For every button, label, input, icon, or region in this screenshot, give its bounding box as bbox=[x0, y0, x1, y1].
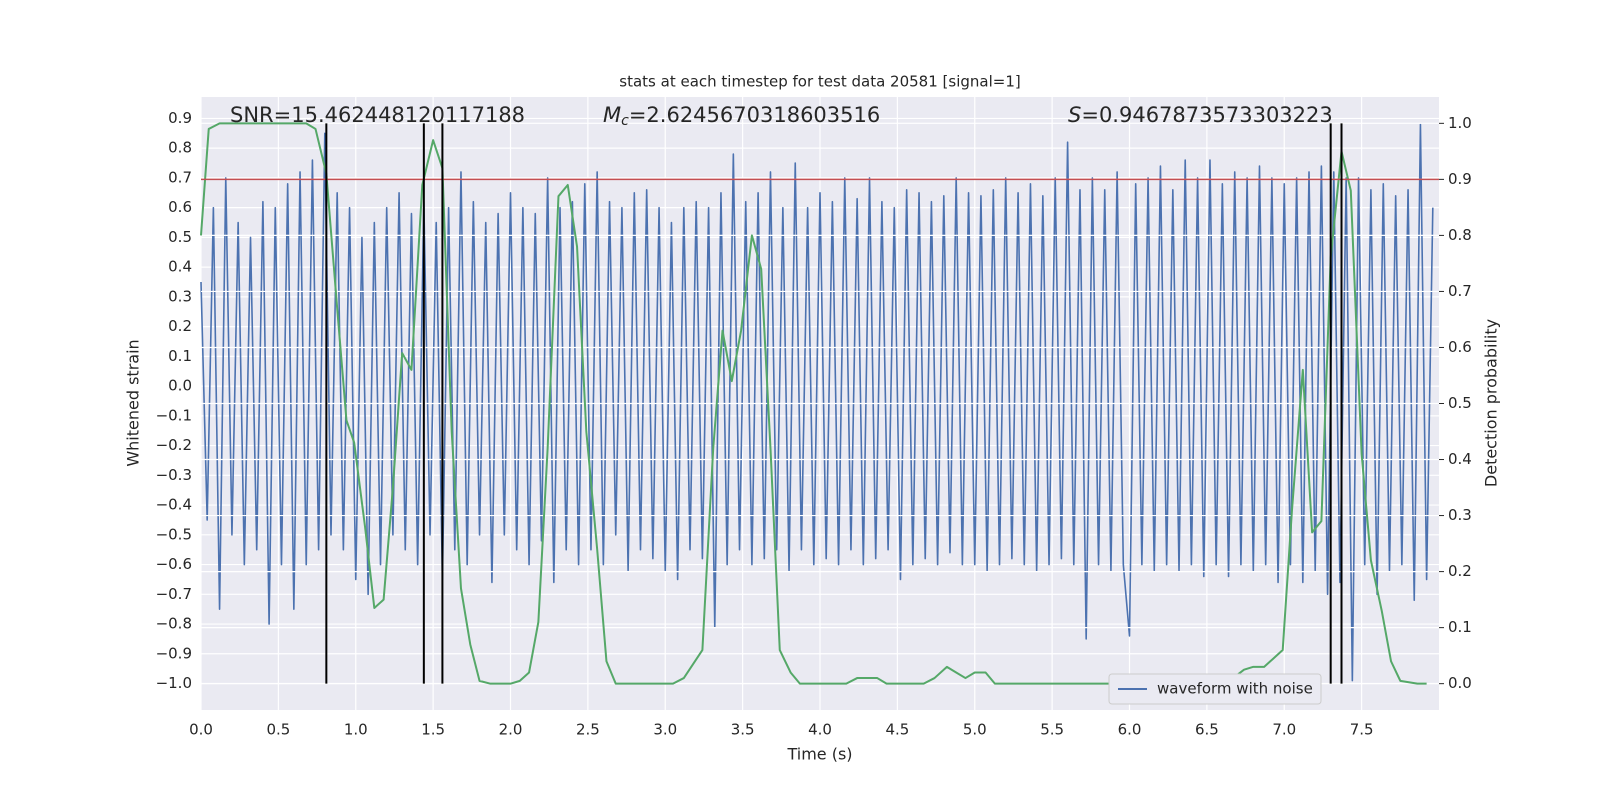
y-tick-label: −0.3 bbox=[156, 466, 192, 484]
y2-tick-label: 0.3 bbox=[1448, 506, 1472, 524]
y-tick-label: −0.9 bbox=[156, 644, 192, 662]
marks bbox=[200, 123, 1434, 682]
y-tick-label: 0.2 bbox=[168, 317, 192, 335]
x-tick-label: 0.5 bbox=[266, 721, 290, 739]
y-tick-label: 0.6 bbox=[168, 198, 192, 216]
annotation-text: =2.6245670318603516 bbox=[629, 103, 880, 127]
y-tick-label: −0.2 bbox=[156, 436, 192, 454]
y-tick-label: 0.3 bbox=[168, 287, 192, 305]
y-tick-label: 0.8 bbox=[168, 139, 192, 157]
y-tick-label: −0.1 bbox=[156, 406, 192, 424]
annotation-symbol: M bbox=[603, 103, 621, 127]
x-tick-label: 4.5 bbox=[885, 721, 909, 739]
annotation: Mc=2.6245670318603516 bbox=[603, 103, 880, 129]
y-tick-label: −0.8 bbox=[156, 615, 192, 633]
y2-axis-label: Detection probability bbox=[1482, 319, 1501, 487]
series-line bbox=[200, 123, 1434, 682]
y2-tick-label: 0.6 bbox=[1448, 338, 1472, 356]
y-tick-label: 0.5 bbox=[168, 228, 192, 246]
chart-title: stats at each timestep for test data 205… bbox=[619, 73, 1020, 91]
legend-label: waveform with noise bbox=[1157, 680, 1313, 698]
x-tick-label: 3.0 bbox=[653, 721, 677, 739]
annotation-text: SNR=15.462448120117188 bbox=[230, 103, 525, 127]
y2-tick-label: 1.0 bbox=[1448, 114, 1472, 132]
y-tick-label: 0.7 bbox=[168, 168, 192, 186]
x-axis-label: Time (s) bbox=[786, 745, 852, 764]
x-tick-label: 6.0 bbox=[1118, 721, 1142, 739]
x-tick-label: 2.0 bbox=[499, 721, 523, 739]
x-tick-label: 4.0 bbox=[808, 721, 832, 739]
annotation-text: =0.9467873573303223 bbox=[1081, 103, 1332, 127]
annotation-symbol: S bbox=[1068, 103, 1081, 127]
y-tick-label: 0.9 bbox=[168, 109, 192, 127]
x-tick-label: 3.5 bbox=[731, 721, 755, 739]
y2-tick-label: 0.4 bbox=[1448, 450, 1472, 468]
annotation: S=0.9467873573303223 bbox=[1068, 103, 1333, 127]
y-axis-label: Whitened strain bbox=[124, 339, 143, 466]
y2-tick-label: 0.0 bbox=[1448, 674, 1472, 692]
labels: 0.0 0.5 1.0 1.5 2.0 2.5 3.0 3.5 4.0 4.5 5.0 5.5 6.0 6… bbox=[156, 103, 1472, 739]
y-tick-label: −0.4 bbox=[156, 496, 192, 514]
x-tick-label: 1.5 bbox=[421, 721, 445, 739]
x-tick-label: 1.0 bbox=[344, 721, 368, 739]
y-tick-label: 0.4 bbox=[168, 258, 192, 276]
y-tick-label: −1.0 bbox=[156, 674, 192, 692]
x-tick-label: 5.5 bbox=[1040, 721, 1064, 739]
y2-tick-label: 0.2 bbox=[1448, 562, 1472, 580]
x-tick-label: 7.5 bbox=[1350, 721, 1374, 739]
y-tick-label: −0.6 bbox=[156, 555, 192, 573]
x-tick-label: 5.0 bbox=[963, 721, 987, 739]
annotation: SNR=15.462448120117188 bbox=[230, 103, 525, 127]
annotation-subscript: c bbox=[621, 113, 629, 129]
y2-tick-label: 0.5 bbox=[1448, 394, 1472, 412]
y2-tick-label: 0.8 bbox=[1448, 226, 1472, 244]
x-tick-label: 0.0 bbox=[189, 721, 213, 739]
x-tick-label: 6.5 bbox=[1195, 721, 1219, 739]
x-tick-label: 7.0 bbox=[1272, 721, 1296, 739]
y-tick-label: −0.5 bbox=[156, 525, 192, 543]
y-tick-label: 0.1 bbox=[168, 347, 192, 365]
series-line bbox=[200, 122, 1427, 685]
x-tick-label: 2.5 bbox=[576, 721, 600, 739]
legend-box bbox=[1108, 673, 1322, 705]
y2-tick-label: 0.7 bbox=[1448, 282, 1472, 300]
y2-tick-label: 0.1 bbox=[1448, 618, 1472, 636]
y2-tick-label: 0.9 bbox=[1448, 170, 1472, 188]
y-tick-label: −0.7 bbox=[156, 585, 192, 603]
y-tick-label: 0.0 bbox=[168, 377, 192, 395]
